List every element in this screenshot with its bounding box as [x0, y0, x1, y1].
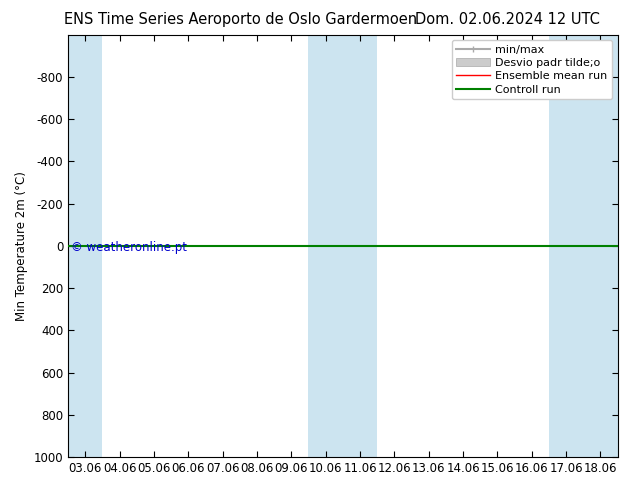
Legend: min/max, Desvio padr tilde;o, Ensemble mean run, Controll run: min/max, Desvio padr tilde;o, Ensemble m…	[452, 40, 612, 99]
Bar	[68, 35, 102, 457]
Text: Dom. 02.06.2024 12 UTC: Dom. 02.06.2024 12 UTC	[415, 12, 600, 27]
Bar	[583, 35, 618, 457]
Bar	[343, 35, 377, 457]
Y-axis label: Min Temperature 2m (°C): Min Temperature 2m (°C)	[15, 171, 28, 321]
Bar	[309, 35, 343, 457]
Text: © weatheronline.pt: © weatheronline.pt	[71, 242, 187, 254]
Text: ENS Time Series Aeroporto de Oslo Gardermoen: ENS Time Series Aeroporto de Oslo Garder…	[65, 12, 417, 27]
Bar	[549, 35, 583, 457]
